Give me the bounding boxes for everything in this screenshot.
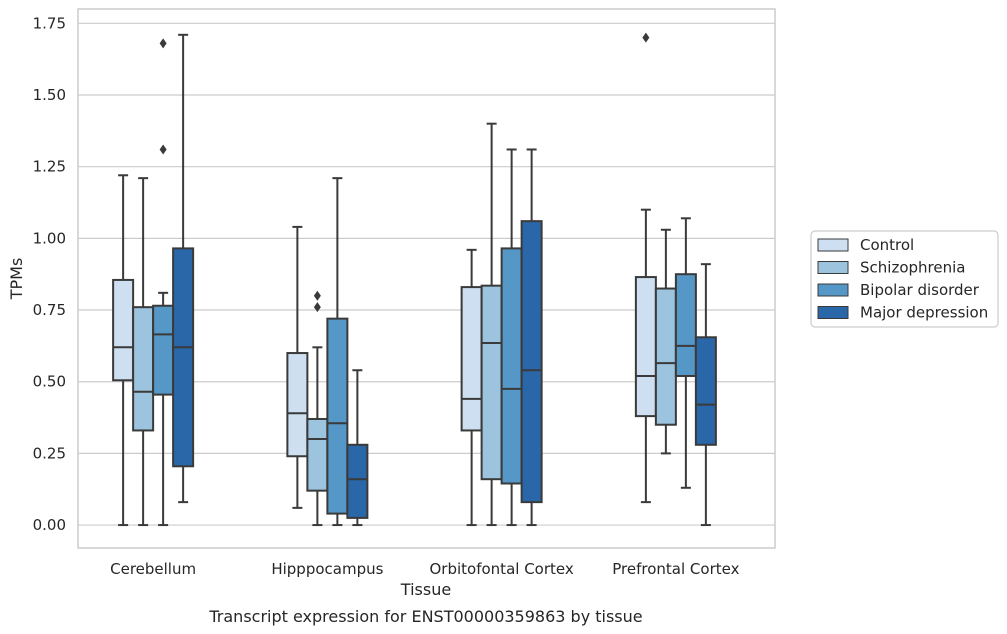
box-control xyxy=(460,248,483,527)
box-body xyxy=(306,417,329,492)
box-schizophrenia xyxy=(306,290,329,527)
box-body xyxy=(326,317,349,515)
chart-caption: Transcript expression for ENST0000035986… xyxy=(208,607,642,626)
y-tick-label: 1.50 xyxy=(33,86,66,104)
box-schizophrenia xyxy=(654,228,677,455)
x-tick-label: Prefrontal Cortex xyxy=(612,560,739,578)
box-major-depression xyxy=(346,369,369,527)
legend-label: Major depression xyxy=(860,304,988,322)
box-body xyxy=(480,284,503,481)
box-groups xyxy=(112,32,717,527)
legend-swatch xyxy=(817,238,849,252)
x-axis-title: Tissue xyxy=(400,580,451,599)
y-gridlines xyxy=(78,22,775,526)
box-body xyxy=(172,247,195,468)
box-body xyxy=(674,273,697,377)
legend: Control Schizophrenia Bipolar disorder Majo… xyxy=(810,230,999,328)
box-bipolar-disorder xyxy=(674,217,697,489)
x-tick-label: Cerebellum xyxy=(110,560,196,578)
y-tick-label: 0.25 xyxy=(33,444,66,462)
box-body xyxy=(460,286,483,432)
box-body xyxy=(634,276,657,418)
legend-frame xyxy=(810,230,999,328)
box-control xyxy=(112,174,135,527)
outlier-point xyxy=(313,302,321,313)
box-major-depression xyxy=(520,148,543,527)
legend-label: Schizophrenia xyxy=(860,259,965,277)
legend-swatch xyxy=(817,306,849,319)
legend-label: Control xyxy=(860,236,914,254)
box-body xyxy=(694,336,717,446)
box-bipolar-disorder xyxy=(326,177,349,527)
y-tick-label: 1.00 xyxy=(33,229,66,247)
outlier-point xyxy=(159,38,167,49)
y-tick-label: 0.00 xyxy=(33,516,66,534)
box-major-depression xyxy=(172,33,195,504)
box-body xyxy=(520,220,543,504)
box-control xyxy=(286,225,309,509)
box-body xyxy=(132,306,155,432)
box-body xyxy=(286,352,309,458)
box-major-depression xyxy=(694,263,717,527)
y-tick-label: 0.50 xyxy=(33,373,66,391)
y-tick-label: 0.75 xyxy=(33,301,66,319)
plot-frame xyxy=(77,8,776,549)
outlier-point xyxy=(159,144,167,155)
box-body xyxy=(112,278,135,382)
y-axis-title: TPMs xyxy=(7,258,26,301)
box-control xyxy=(634,32,657,504)
x-tick-label: Orbitofontal Cortex xyxy=(430,560,574,578)
outlier-point xyxy=(642,32,650,43)
x-tick-labels: Cerebellum Hipppocampus Orbitofontal Corte… xyxy=(110,560,739,578)
x-tick-label: Hipppocampus xyxy=(271,560,383,578)
box-body xyxy=(152,304,175,396)
outlier-point xyxy=(313,290,321,301)
box-schizophrenia xyxy=(132,177,155,527)
y-tick-labels: 0.00 0.25 0.50 0.75 1.00 1.25 1.50 1.75 xyxy=(33,14,66,534)
legend-swatch xyxy=(817,283,849,297)
box-bipolar-disorder xyxy=(500,148,523,527)
legend-swatch xyxy=(817,261,849,274)
box-body xyxy=(346,443,369,519)
box-body xyxy=(654,287,677,426)
y-tick-label: 1.25 xyxy=(33,158,66,176)
box-bipolar-disorder xyxy=(152,38,175,527)
box-schizophrenia xyxy=(480,122,503,527)
box-body xyxy=(500,247,523,485)
legend-label: Bipolar disorder xyxy=(860,281,980,299)
y-tick-label: 1.75 xyxy=(33,14,66,32)
